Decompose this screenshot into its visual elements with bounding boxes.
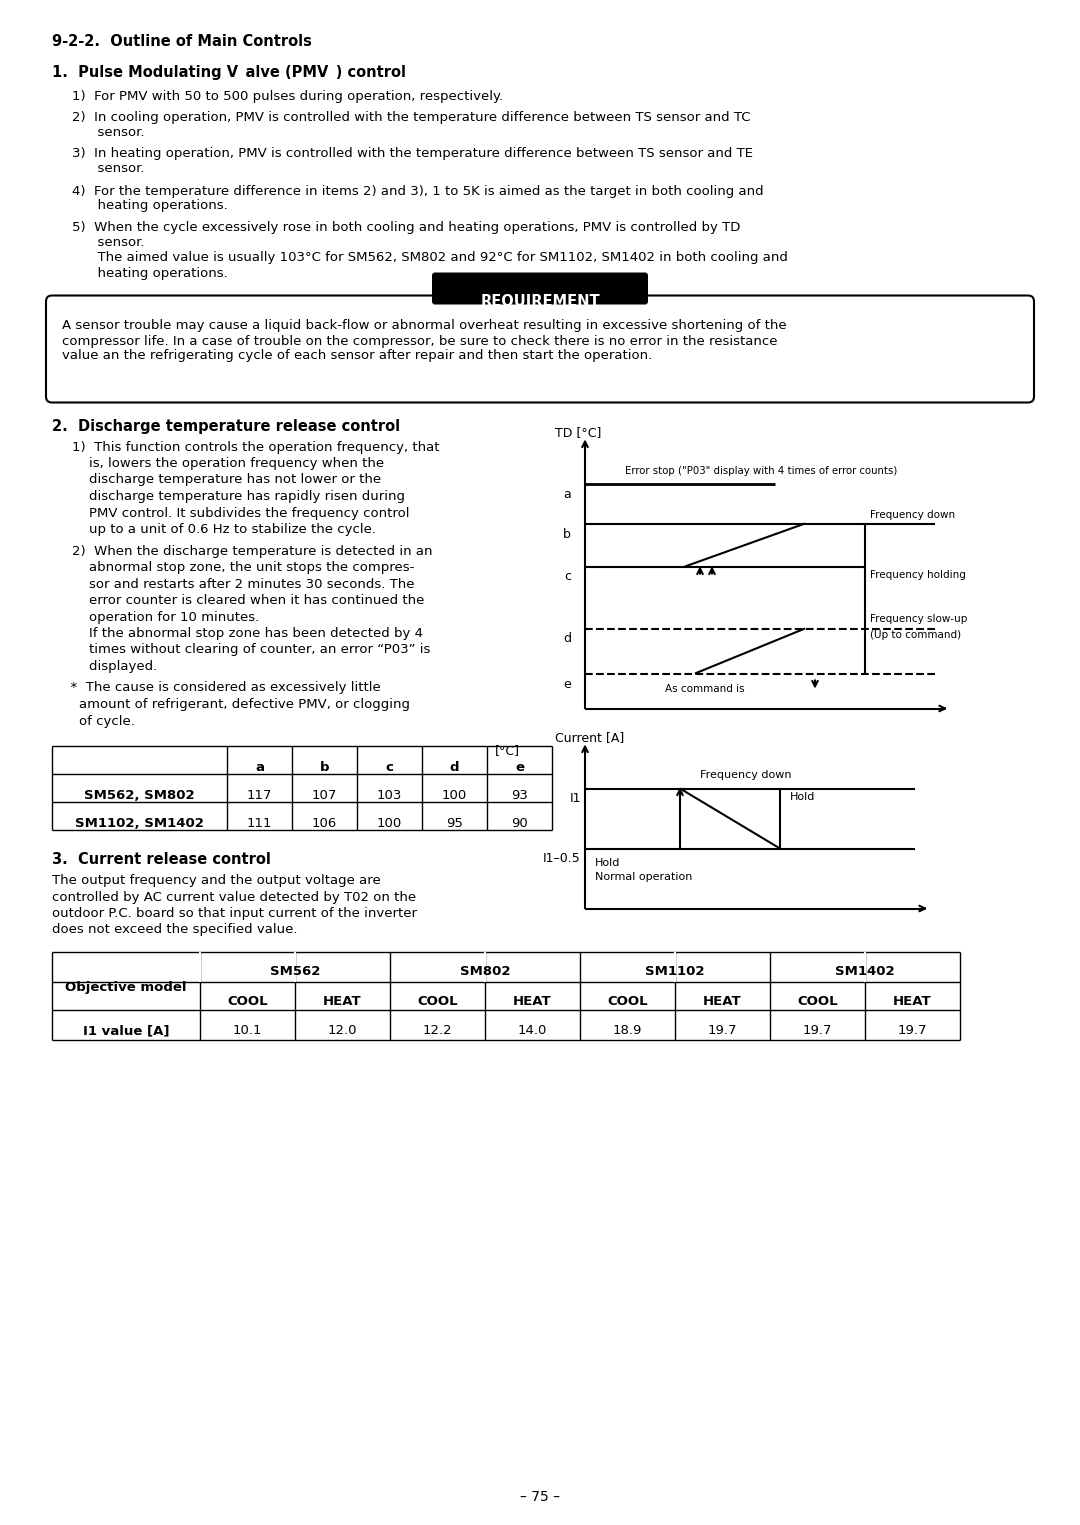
Text: 19.7: 19.7 [707,1023,738,1037]
Text: up to a unit of 0.6 Hz to stabilize the cycle.: up to a unit of 0.6 Hz to stabilize the … [72,523,376,535]
FancyBboxPatch shape [432,273,648,305]
Text: Frequency down: Frequency down [700,770,792,781]
Text: SM1102: SM1102 [645,965,705,978]
Text: of cycle.: of cycle. [62,715,135,727]
Text: A sensor trouble may cause a liquid back-flow or abnormal overheat resulting in : A sensor trouble may cause a liquid back… [62,320,786,363]
Text: 103: 103 [377,790,402,802]
Text: d: d [563,633,571,645]
Text: e: e [515,761,524,775]
Text: sor and restarts after 2 minutes 30 seconds. The: sor and restarts after 2 minutes 30 seco… [72,578,415,590]
Text: error counter is cleared when it has continued the: error counter is cleared when it has con… [72,595,424,607]
Text: If the abnormal stop zone has been detected by 4: If the abnormal stop zone has been detec… [72,627,423,640]
Text: SM562: SM562 [270,965,320,978]
Text: Current [A]: Current [A] [555,732,624,744]
Text: I1 value [A]: I1 value [A] [83,1023,170,1037]
Text: times without clearing of counter, an error “P03” is: times without clearing of counter, an er… [72,644,430,656]
Text: TD [°C]: TD [°C] [555,427,602,439]
Text: SM1402: SM1402 [835,965,895,978]
Text: 10.1: 10.1 [233,1023,262,1037]
Text: As command is: As command is [665,683,744,694]
Text: 5)  When the cycle excessively rose in both cooling and heating operations, PMV : 5) When the cycle excessively rose in bo… [72,221,788,279]
Text: I1: I1 [569,793,581,805]
Text: 3)  In heating operation, PMV is controlled with the temperature difference betw: 3) In heating operation, PMV is controll… [72,148,753,175]
Text: b: b [563,528,571,540]
Text: HEAT: HEAT [893,994,932,1008]
Text: SM562, SM802: SM562, SM802 [84,790,194,802]
Text: operation for 10 minutes.: operation for 10 minutes. [72,610,259,624]
Text: 2)  In cooling operation, PMV is controlled with the temperature difference betw: 2) In cooling operation, PMV is controll… [72,110,751,139]
Text: HEAT: HEAT [703,994,742,1008]
Text: 4)  For the temperature difference in items 2) and 3), 1 to 5K is aimed as the t: 4) For the temperature difference in ite… [72,185,764,212]
Text: a: a [255,761,264,775]
Text: displayed.: displayed. [72,660,158,673]
Text: 111: 111 [246,817,272,831]
Text: *  The cause is considered as excessively little: * The cause is considered as excessively… [62,682,381,694]
Text: The output frequency and the output voltage are: The output frequency and the output volt… [52,874,381,888]
Text: abnormal stop zone, the unit stops the compres-: abnormal stop zone, the unit stops the c… [72,561,415,573]
Text: COOL: COOL [607,994,648,1008]
Text: d: d [449,761,459,775]
Text: 2.  Discharge temperature release control: 2. Discharge temperature release control [52,418,400,433]
Text: 1.  Pulse Modulating V alve (PMV ) control: 1. Pulse Modulating V alve (PMV ) contro… [52,66,406,79]
Text: b: b [320,761,329,775]
Text: (Up to command): (Up to command) [870,630,961,640]
Text: Frequency holding: Frequency holding [870,570,966,581]
Text: Error stop ("P03" display with 4 times of error counts): Error stop ("P03" display with 4 times o… [625,467,897,476]
Text: 93: 93 [511,790,528,802]
Text: COOL: COOL [797,994,838,1008]
Text: Hold: Hold [595,859,620,869]
Text: discharge temperature has not lower or the: discharge temperature has not lower or t… [72,473,381,486]
Text: 106: 106 [312,817,337,831]
Text: 19.7: 19.7 [802,1023,833,1037]
Text: 19.7: 19.7 [897,1023,928,1037]
Text: 1)  This function controls the operation frequency, that: 1) This function controls the operation … [72,441,440,453]
Text: 2)  When the discharge temperature is detected in an: 2) When the discharge temperature is det… [72,544,432,558]
Text: 1)  For PMV with 50 to 500 pulses during operation, respectively.: 1) For PMV with 50 to 500 pulses during … [72,90,503,104]
Text: e: e [564,677,571,691]
Text: Frequency down: Frequency down [870,509,955,520]
FancyBboxPatch shape [46,296,1034,403]
Text: does not exceed the specified value.: does not exceed the specified value. [52,924,297,936]
Text: 12.0: 12.0 [327,1023,357,1037]
Text: 117: 117 [246,790,272,802]
Text: 12.2: 12.2 [422,1023,453,1037]
Text: 9-2-2.  Outline of Main Controls: 9-2-2. Outline of Main Controls [52,34,312,49]
Text: COOL: COOL [227,994,268,1008]
Text: COOL: COOL [417,994,458,1008]
Text: 107: 107 [312,790,337,802]
Text: 100: 100 [377,817,402,831]
Text: is, lowers the operation frequency when the: is, lowers the operation frequency when … [72,458,384,470]
Text: amount of refrigerant, defective PMV, or clogging: amount of refrigerant, defective PMV, or… [62,698,410,711]
Text: Hold: Hold [789,793,815,802]
Text: c: c [564,570,571,584]
Text: 3.  Current release control: 3. Current release control [52,852,271,868]
Text: SM1102, SM1402: SM1102, SM1402 [76,817,204,831]
Text: REQUIREMENT: REQUIREMENT [481,293,599,308]
Text: SM802: SM802 [460,965,510,978]
Text: I1–0.5: I1–0.5 [543,852,581,866]
Text: Normal operation: Normal operation [595,872,692,883]
Text: HEAT: HEAT [513,994,552,1008]
Text: HEAT: HEAT [323,994,362,1008]
Text: discharge temperature has rapidly risen during: discharge temperature has rapidly risen … [72,490,405,503]
Text: [°C]: [°C] [495,744,519,756]
Text: 18.9: 18.9 [612,1023,643,1037]
Text: Objective model: Objective model [65,981,187,994]
Text: PMV control. It subdivides the frequency control: PMV control. It subdivides the frequency… [72,506,409,520]
Text: a: a [564,488,571,500]
Text: controlled by AC current value detected by T02 on the: controlled by AC current value detected … [52,891,416,903]
Text: 95: 95 [446,817,463,831]
Text: 100: 100 [442,790,468,802]
Text: 90: 90 [511,817,528,831]
Text: 14.0: 14.0 [517,1023,548,1037]
Text: outdoor P.C. board so that input current of the inverter: outdoor P.C. board so that input current… [52,907,417,920]
Text: Frequency slow-up: Frequency slow-up [870,615,968,625]
Text: c: c [386,761,393,775]
Text: – 75 –: – 75 – [519,1490,561,1504]
